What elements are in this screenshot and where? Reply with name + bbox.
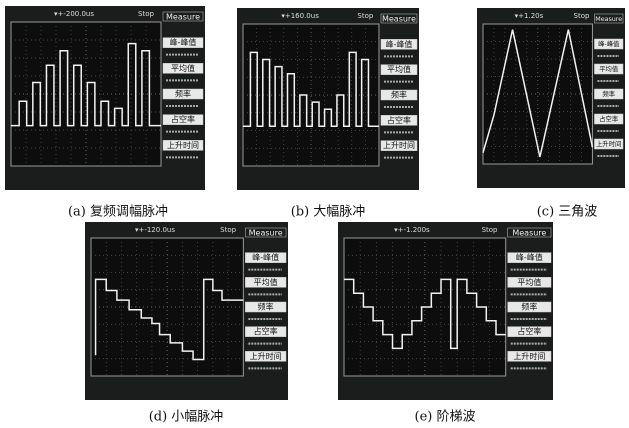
measure-label: Measure bbox=[595, 16, 622, 23]
measure-label: 峰-峰值 bbox=[516, 252, 543, 262]
trigger-readout: ▾+160.0us bbox=[281, 12, 319, 20]
measure-label: 峰-峰值 bbox=[252, 252, 279, 262]
caption: (e) 阶梯波 bbox=[415, 410, 476, 425]
measure-label: 平均值 bbox=[517, 277, 541, 287]
measure-label: 平均值 bbox=[171, 63, 195, 73]
status-readout: Stop bbox=[138, 10, 154, 18]
measure-label: 占空率 bbox=[599, 114, 619, 123]
measure-label: 上升时间 bbox=[250, 351, 282, 361]
caption: (b) 大幅脉冲 bbox=[291, 205, 366, 220]
status-readout: Stop bbox=[482, 226, 498, 234]
trigger-readout: ▾+-200.0us bbox=[54, 10, 94, 18]
measure-label: Measure bbox=[166, 13, 200, 22]
measure-label: 峰-峰值 bbox=[386, 39, 413, 49]
measure-label: 平均值 bbox=[254, 277, 278, 287]
measure-label: 频率 bbox=[521, 302, 537, 312]
status-readout: Stop bbox=[220, 226, 236, 234]
status-readout: Stop bbox=[574, 12, 590, 20]
caption: (c) 三角波 bbox=[537, 205, 598, 220]
status-readout: Stop bbox=[357, 12, 373, 20]
measure-label: Measure bbox=[512, 229, 546, 238]
measure-label: 频率 bbox=[602, 89, 615, 98]
measure-label: 上升时间 bbox=[596, 139, 621, 148]
measure-label: 频率 bbox=[391, 90, 407, 100]
measure-label: 上升时间 bbox=[167, 140, 199, 150]
measure-label: 占空率 bbox=[517, 326, 541, 336]
measure-label: 上升时间 bbox=[383, 140, 415, 150]
measure-label: 上升时间 bbox=[513, 351, 545, 361]
trigger-readout: ▾+-1.200s bbox=[394, 226, 430, 234]
measure-label: 峰-峰值 bbox=[170, 37, 197, 47]
trigger-readout: ▾+-120.0us bbox=[135, 226, 175, 234]
measure-label: 峰-峰值 bbox=[598, 39, 620, 48]
figure-canvas: ▾+-200.0usStopMeasure峰-峰值平均值频率占空率上升时间(a)… bbox=[0, 0, 629, 428]
figure: ▾+-200.0usStopMeasure峰-峰值平均值频率占空率上升时间(a)… bbox=[0, 0, 629, 428]
trigger-readout: ▾+1.20s bbox=[515, 12, 544, 20]
measure-label: 平均值 bbox=[387, 64, 411, 74]
measure-label: 平均值 bbox=[599, 64, 619, 73]
measure-label: Measure bbox=[382, 15, 416, 24]
measure-label: 频率 bbox=[175, 89, 191, 99]
measure-label: 占空率 bbox=[387, 115, 411, 125]
measure-label: Measure bbox=[249, 229, 283, 238]
measure-label: 频率 bbox=[258, 302, 274, 312]
measure-label: 占空率 bbox=[171, 114, 195, 124]
caption: (a) 复频调幅脉冲 bbox=[68, 205, 168, 220]
measure-label: 占空率 bbox=[254, 326, 278, 336]
caption: (d) 小幅脉冲 bbox=[149, 410, 224, 425]
